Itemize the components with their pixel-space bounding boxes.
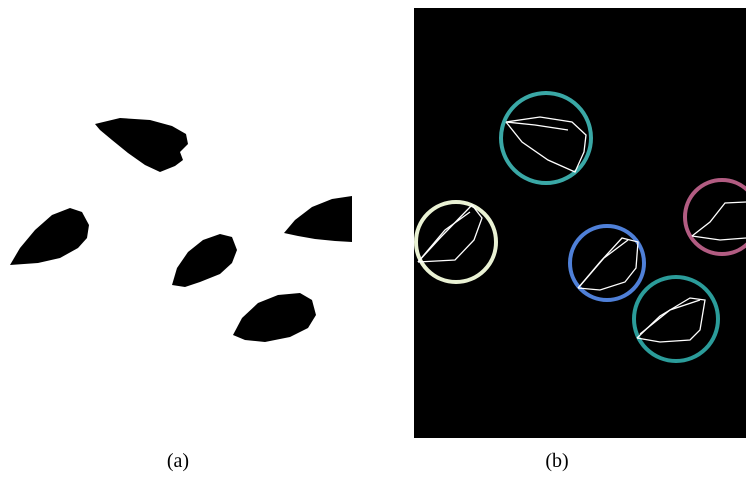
caption: (b): [545, 450, 568, 472]
panel-b-image: [414, 8, 746, 438]
caption: (a): [167, 450, 189, 472]
panel-a-image: [0, 8, 353, 438]
figure: (a) (b): [0, 0, 746, 481]
